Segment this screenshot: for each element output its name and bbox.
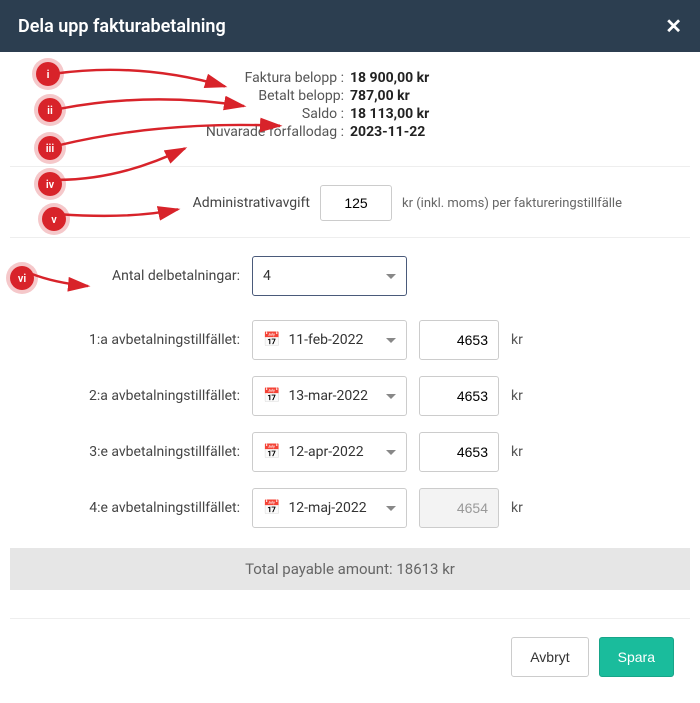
installment-amount-input[interactable] — [419, 432, 499, 472]
installment-date-value: 13-mar-2022 — [288, 388, 378, 404]
chevron-down-icon — [386, 450, 396, 455]
chevron-down-icon — [386, 506, 396, 511]
admin-fee-input[interactable] — [320, 185, 392, 221]
installment-label: 4:e avbetalningstillfället: — [10, 500, 240, 516]
calendar-icon: 📅 — [263, 388, 280, 404]
due-date-label: Nuvarade förfallodag : — [10, 124, 350, 140]
installment-date-value: 11-feb-2022 — [288, 332, 378, 348]
installment-count-label: Antal delbetalningar: — [10, 268, 240, 284]
installment-label: 1:a avbetalningstillfället: — [10, 332, 240, 348]
total-payable-bar: Total payable amount: 18613 kr — [10, 548, 690, 590]
currency-unit: kr — [511, 388, 523, 404]
balance-label: Saldo : — [10, 106, 350, 122]
installment-count-value: 4 — [263, 268, 271, 284]
invoice-amount-label: Faktura belopp : — [10, 70, 350, 86]
divider — [10, 618, 690, 619]
installment-label: 3:e avbetalningstillfället: — [10, 444, 240, 460]
installment-row: 4:e avbetalningstillfället: 📅 12-maj-2022 k… — [10, 488, 690, 528]
installment-amount-input[interactable] — [419, 376, 499, 416]
installment-amount-input — [419, 488, 499, 528]
currency-unit: kr — [511, 332, 523, 348]
installment-date-picker[interactable]: 📅 11-feb-2022 — [252, 320, 407, 360]
admin-fee-label: Administrativavgift — [10, 195, 310, 211]
installment-row: 1:a avbetalningstillfället: 📅 11-feb-2022 k… — [10, 320, 690, 360]
save-button[interactable]: Spara — [599, 637, 674, 677]
installment-date-value: 12-apr-2022 — [288, 444, 378, 460]
admin-fee-row: Administrativavgift kr (inkl. moms) per … — [10, 185, 690, 221]
paid-amount-value: 787,00 kr — [350, 88, 410, 104]
cancel-button[interactable]: Avbryt — [511, 637, 588, 677]
installment-date-picker[interactable]: 📅 12-apr-2022 — [252, 432, 407, 472]
calendar-icon: 📅 — [263, 332, 280, 348]
currency-unit: kr — [511, 500, 523, 516]
installment-row: 2:a avbetalningstillfället: 📅 13-mar-2022 k… — [10, 376, 690, 416]
chevron-down-icon — [386, 394, 396, 399]
close-icon[interactable]: ✕ — [665, 14, 682, 38]
due-date-value: 2023-11-22 — [350, 124, 425, 140]
invoice-amount-value: 18 900,00 kr — [350, 70, 429, 86]
calendar-icon: 📅 — [263, 500, 280, 516]
installment-label: 2:a avbetalningstillfället: — [10, 388, 240, 404]
installment-count-select[interactable]: 4 — [252, 256, 407, 296]
currency-unit: kr — [511, 444, 523, 460]
admin-fee-suffix: kr (inkl. moms) per faktureringstillfäll… — [402, 196, 622, 211]
chevron-down-icon — [386, 338, 396, 343]
installment-date-picker[interactable]: 📅 13-mar-2022 — [252, 376, 407, 416]
invoice-summary: Faktura belopp : 18 900,00 kr Betalt bel… — [10, 70, 690, 156]
dialog-body: Faktura belopp : 18 900,00 kr Betalt bel… — [0, 52, 700, 703]
installment-date-value: 12-maj-2022 — [288, 500, 378, 516]
installment-amount-input[interactable] — [419, 320, 499, 360]
balance-value: 18 113,00 kr — [350, 106, 429, 122]
divider — [10, 166, 690, 167]
dialog-title: Dela upp fakturabetalning — [18, 16, 226, 37]
installment-row: 3:e avbetalningstillfället: 📅 12-apr-2022 k… — [10, 432, 690, 472]
installments-section: Antal delbetalningar: 4 1:a avbetalnings… — [10, 256, 690, 590]
divider — [10, 237, 690, 238]
chevron-down-icon — [386, 274, 396, 279]
paid-amount-label: Betalt belopp: — [10, 88, 350, 104]
installment-date-picker[interactable]: 📅 12-maj-2022 — [252, 488, 407, 528]
calendar-icon: 📅 — [263, 444, 280, 460]
dialog-footer: Avbryt Spara — [10, 637, 690, 693]
dialog-header: Dela upp fakturabetalning ✕ — [0, 0, 700, 52]
